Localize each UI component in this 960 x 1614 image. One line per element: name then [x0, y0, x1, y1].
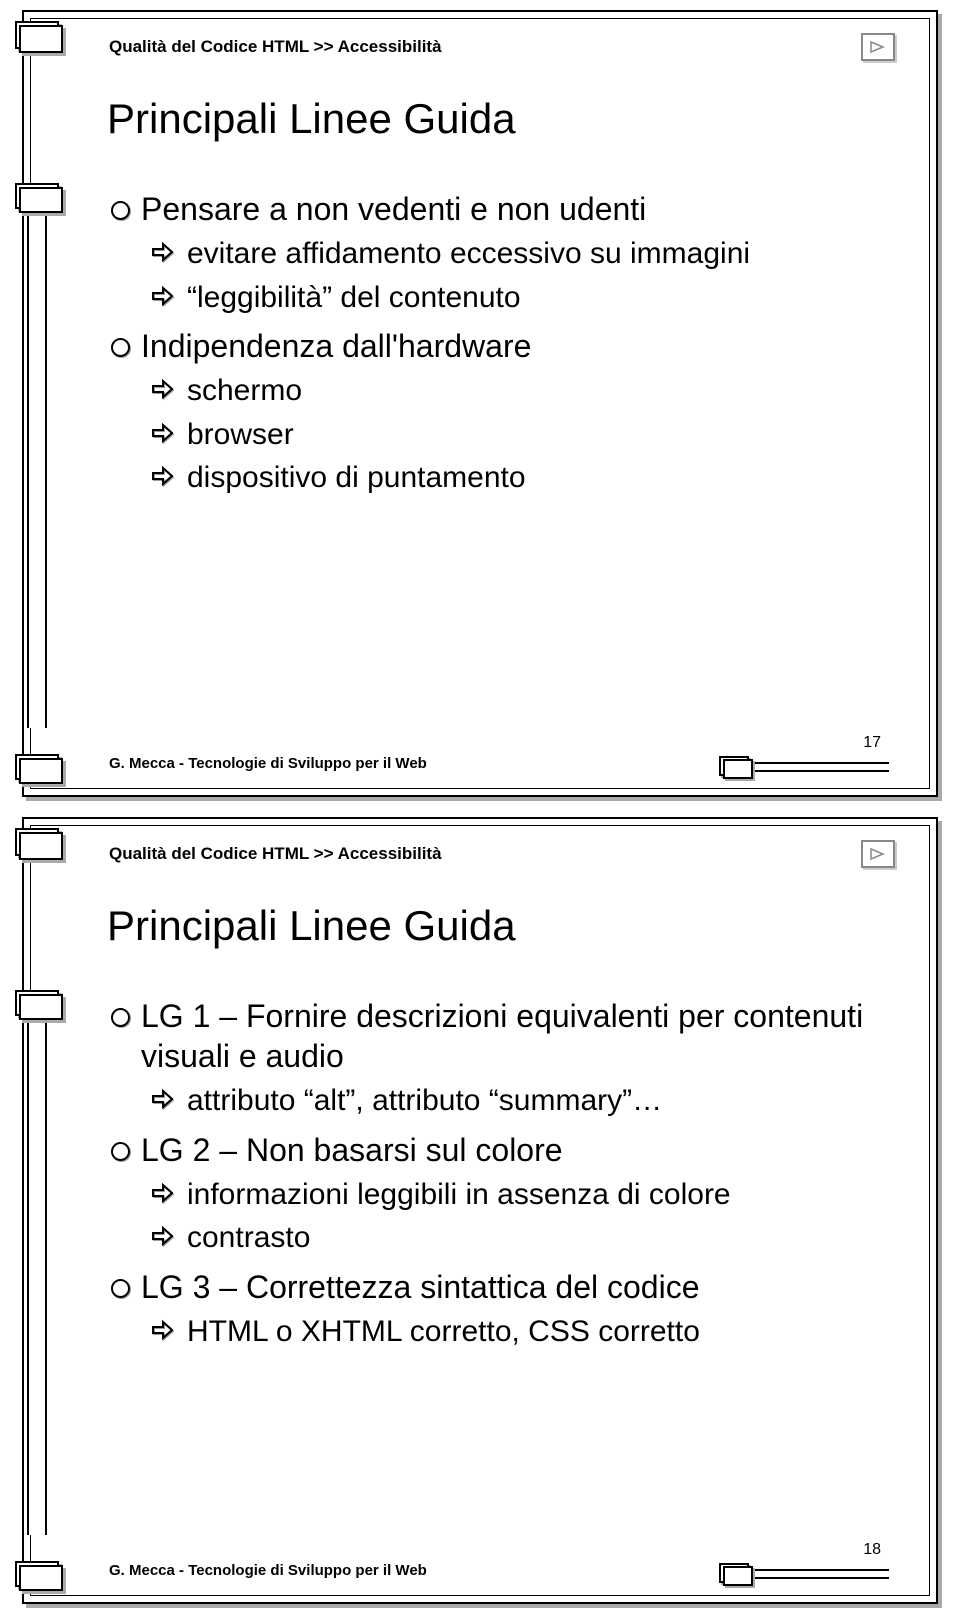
list-item: LG 2 – Non basarsi sul colore	[111, 1130, 869, 1170]
content-list: Pensare a non vedenti e non udenti evita…	[111, 179, 869, 497]
list-item: evitare affidamento eccessivo su immagin…	[111, 235, 869, 273]
list-item: schermo	[111, 372, 869, 410]
header-ladder-icon	[15, 21, 63, 55]
list-item: contrasto	[111, 1219, 869, 1257]
body-ladder-icon	[15, 189, 65, 728]
list-item: HTML o XHTML corretto, CSS corretto	[111, 1313, 869, 1351]
page-number: 17	[863, 734, 881, 752]
slide-title: Principali Linee Guida	[107, 95, 516, 143]
list-item: informazioni leggibili in assenza di col…	[111, 1176, 869, 1214]
list-item: dispositivo di puntamento	[111, 459, 869, 497]
breadcrumb: Qualità del Codice HTML >> Accessibilità	[109, 37, 442, 57]
list-item: attributo “alt”, attributo “summary”…	[111, 1082, 869, 1120]
slide-17: Qualità del Codice HTML >> Accessibilità…	[0, 0, 960, 807]
list-item: browser	[111, 416, 869, 454]
play-icon	[861, 840, 895, 868]
slide-18: Qualità del Codice HTML >> Accessibilità…	[0, 807, 960, 1614]
breadcrumb: Qualità del Codice HTML >> Accessibilità	[109, 844, 442, 864]
list-item: “leggibilità” del contenuto	[111, 279, 869, 317]
slide-frame-inner: Qualità del Codice HTML >> Accessibilità…	[30, 825, 930, 1596]
slide-title: Principali Linee Guida	[107, 902, 516, 950]
slide-frame-inner: Qualità del Codice HTML >> Accessibilità…	[30, 18, 930, 789]
header-ladder-icon	[15, 828, 63, 862]
body-ladder-icon	[15, 996, 65, 1535]
footer-rail-icon	[719, 754, 889, 778]
page-number: 18	[863, 1541, 881, 1559]
footer-rail-icon	[719, 1561, 889, 1585]
list-item: LG 1 – Fornire descrizioni equivalenti p…	[111, 996, 869, 1076]
play-icon	[861, 33, 895, 61]
list-item: Indipendenza dall'hardware	[111, 326, 869, 366]
list-item: LG 3 – Correttezza sintattica del codice	[111, 1267, 869, 1307]
footer-text: G. Mecca - Tecnologie di Sviluppo per il…	[109, 755, 427, 772]
slide-frame-outer: Qualità del Codice HTML >> Accessibilità…	[22, 10, 938, 797]
footer-text: G. Mecca - Tecnologie di Sviluppo per il…	[109, 1562, 427, 1579]
list-item: Pensare a non vedenti e non udenti	[111, 189, 869, 229]
slide-frame-outer: Qualità del Codice HTML >> Accessibilità…	[22, 817, 938, 1604]
content-list: LG 1 – Fornire descrizioni equivalenti p…	[111, 986, 869, 1350]
